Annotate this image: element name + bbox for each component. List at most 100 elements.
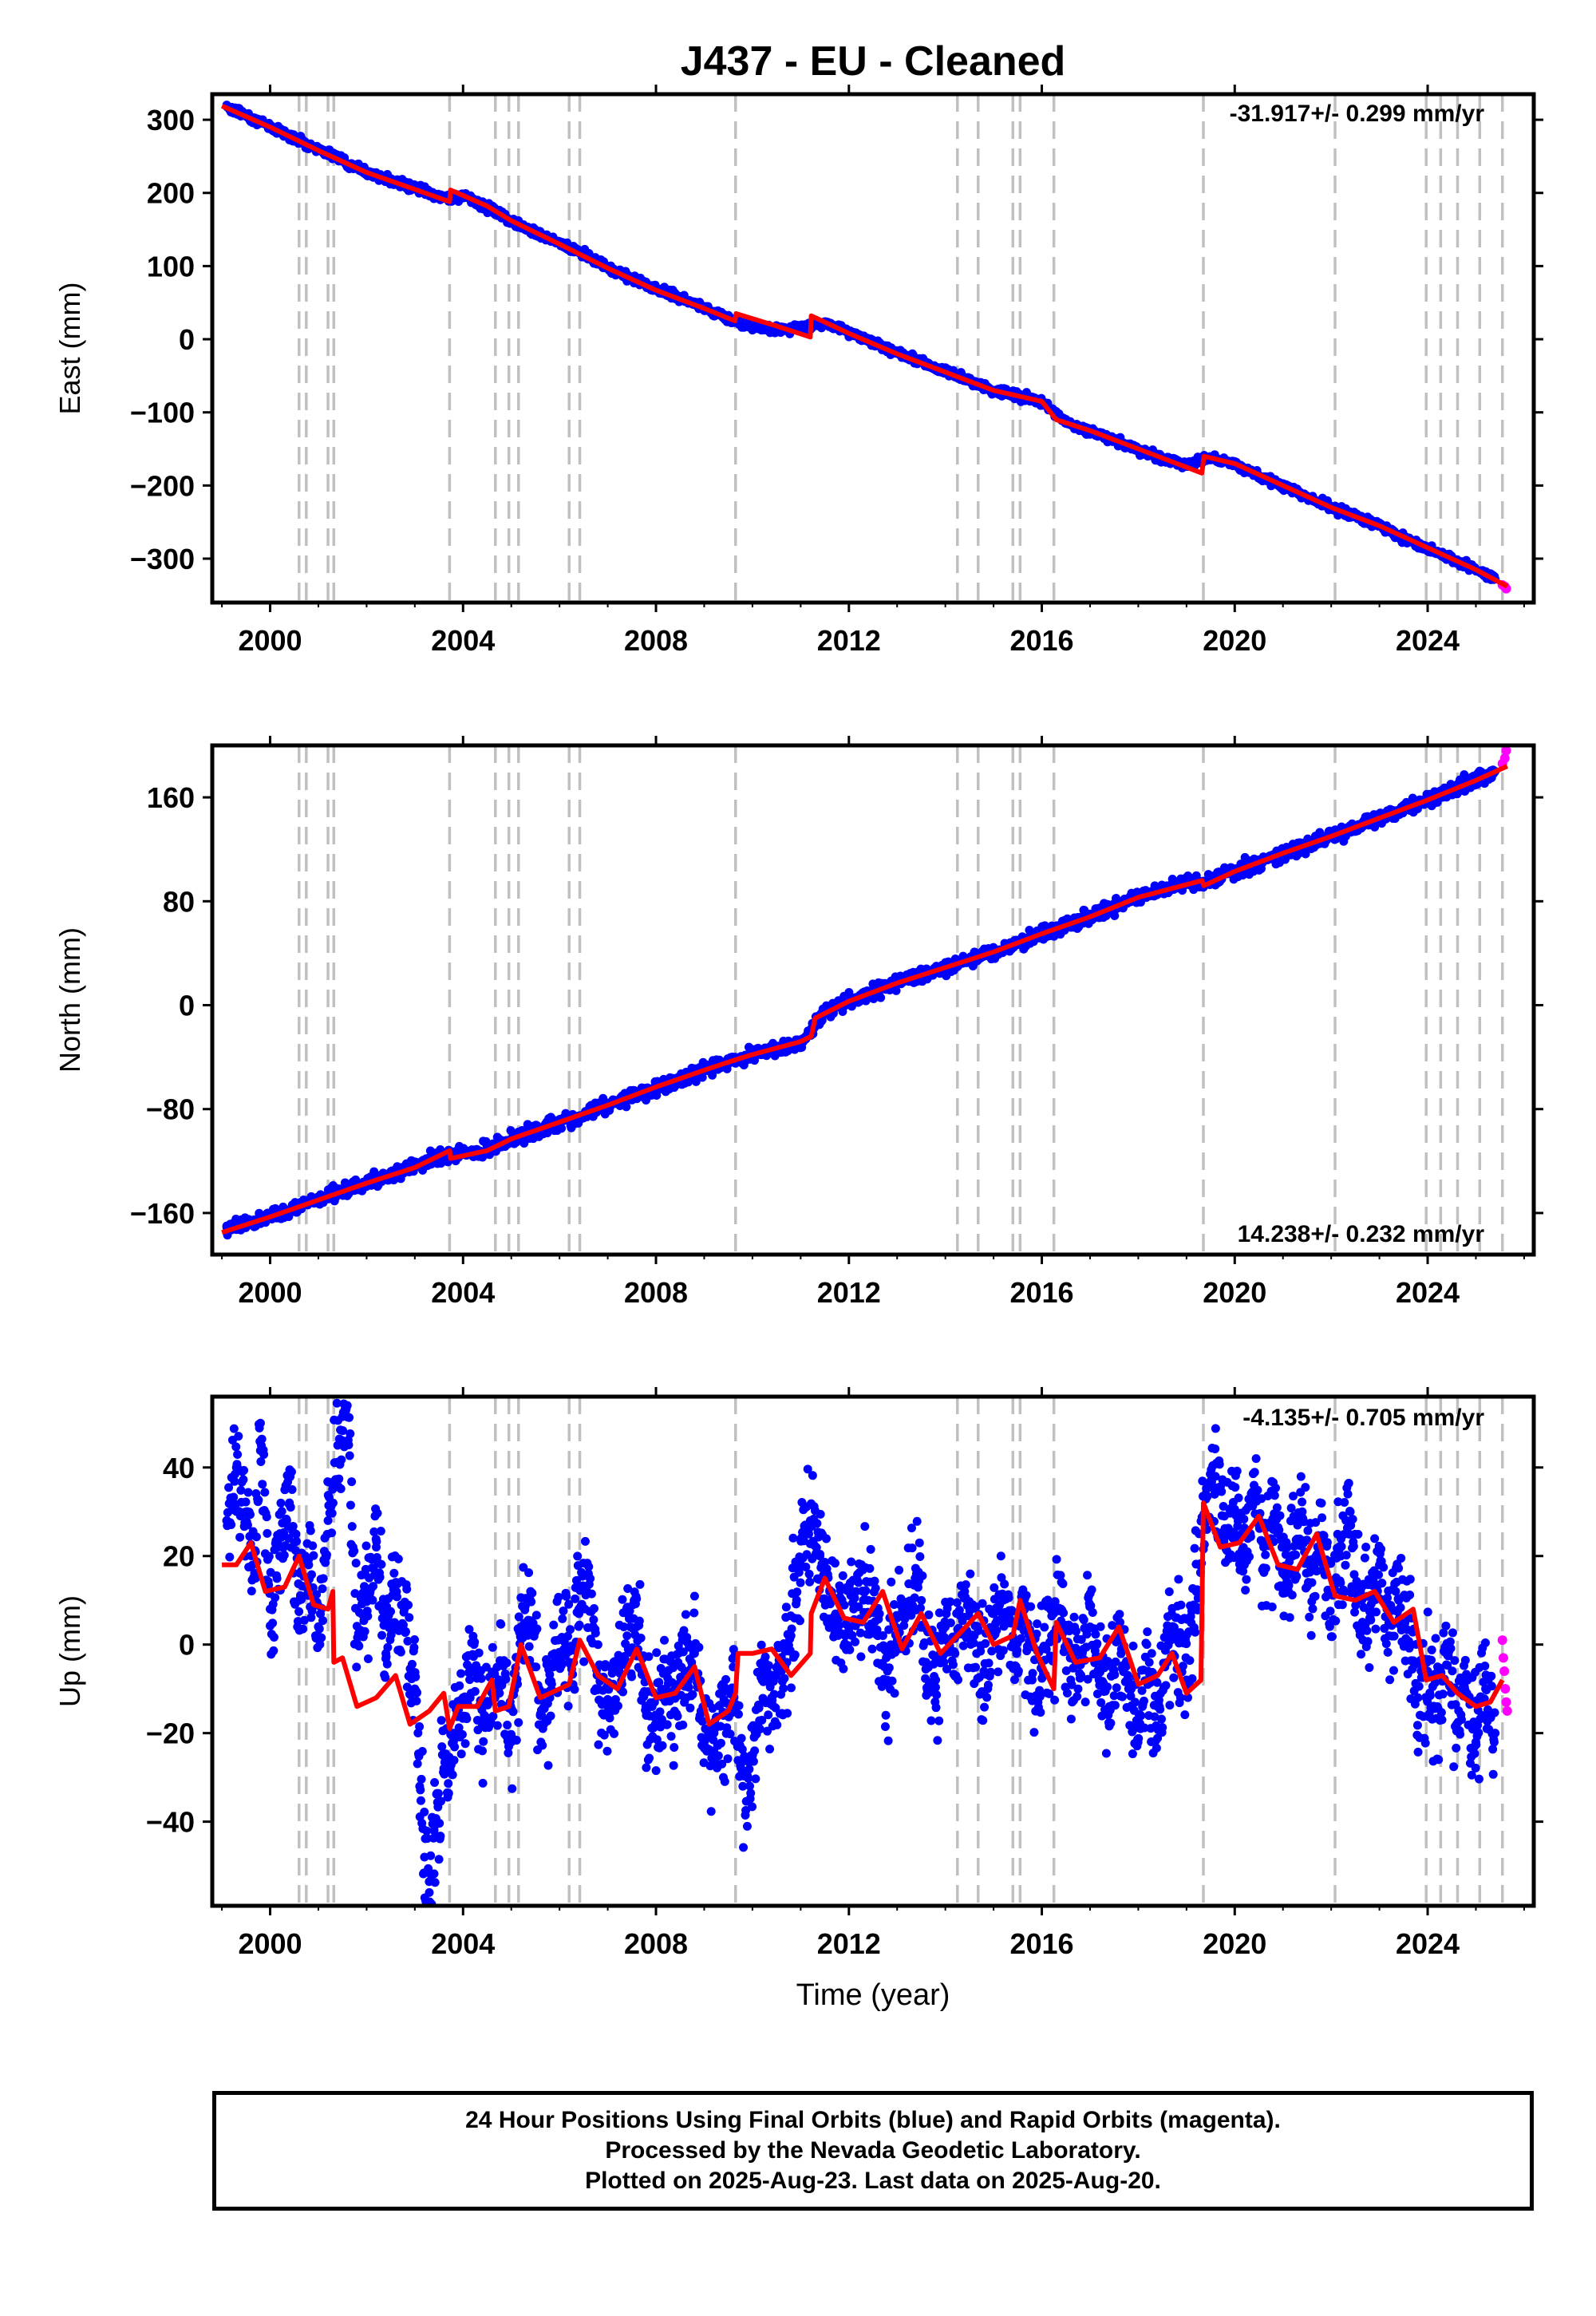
up-final-orbit-point: [473, 1725, 483, 1735]
up-final-orbit-point: [309, 1551, 318, 1560]
north-y-tick-label: 0: [179, 990, 195, 1022]
up-final-orbit-point: [514, 1717, 523, 1727]
up-final-orbit-point: [504, 1748, 513, 1757]
up-final-orbit-point: [377, 1630, 387, 1640]
north-y-tick-label: 160: [147, 781, 195, 814]
up-final-orbit-point: [465, 1675, 475, 1685]
north-x-tick-label: 2020: [1203, 1276, 1266, 1309]
east-plot-frame: [210, 92, 1536, 605]
up-final-orbit-point: [345, 1413, 354, 1422]
up-final-orbit-point: [514, 1612, 523, 1622]
up-final-orbit-point: [589, 1603, 598, 1613]
up-final-orbit-point: [579, 1657, 589, 1666]
up-final-orbit-point: [235, 1532, 245, 1542]
north-x-tick-label: 2024: [1396, 1276, 1460, 1309]
up-final-orbit-point: [454, 1723, 464, 1733]
up-final-orbit-point: [279, 1551, 289, 1560]
up-final-orbit-point: [307, 1607, 317, 1616]
up-final-orbit-point: [396, 1647, 405, 1657]
up-final-orbit-point: [410, 1634, 420, 1644]
up-final-orbit-point: [345, 1451, 354, 1460]
north-model-line: [221, 764, 1509, 1235]
up-final-orbit-point: [618, 1595, 627, 1604]
up-final-orbit-point: [411, 1672, 421, 1682]
up-final-orbit-point: [434, 1855, 444, 1864]
up-final-orbit-point: [524, 1642, 534, 1651]
up-final-orbit-point: [422, 1834, 432, 1844]
up-final-orbit-point: [363, 1654, 373, 1663]
up-final-orbit-point: [660, 1635, 670, 1645]
up-final-orbit-point: [271, 1593, 280, 1603]
up-final-orbit-point: [417, 1747, 427, 1757]
north-final-orbit-point: [708, 1070, 717, 1080]
up-final-orbit-point: [260, 1488, 270, 1497]
up-final-orbit-point: [564, 1599, 574, 1609]
up-final-orbit-point: [279, 1528, 289, 1537]
up-final-orbit-point: [381, 1652, 391, 1662]
up-final-orbit-point: [381, 1673, 390, 1682]
up-final-orbit-point: [373, 1508, 382, 1518]
up-final-orbit-point: [464, 1625, 474, 1634]
up-final-orbit-point: [306, 1526, 315, 1535]
up-final-orbit-point: [239, 1465, 249, 1475]
up-final-orbit-point: [268, 1599, 278, 1609]
up-final-orbit-point: [269, 1646, 279, 1655]
east-y-tick-label: −200: [130, 469, 195, 502]
up-final-orbit-point: [571, 1594, 580, 1603]
up-final-orbit-point: [651, 1766, 661, 1776]
up-final-orbit-point: [618, 1687, 628, 1697]
up-final-orbit-point: [336, 1484, 346, 1494]
up-final-orbit-point: [231, 1442, 241, 1452]
up-final-orbit-point: [652, 1648, 662, 1658]
east-x-tick-label: 2012: [817, 624, 881, 657]
up-final-orbit-point: [323, 1516, 333, 1525]
up-final-orbit-point: [634, 1616, 644, 1626]
up-final-orbit-point: [426, 1851, 436, 1860]
up-final-orbit-point: [417, 1774, 426, 1784]
up-final-orbit-point: [403, 1636, 413, 1646]
up-final-orbit-point: [344, 1441, 354, 1450]
east-rate-label: -31.917+/- 0.299 mm/yr: [1230, 101, 1485, 127]
up-final-orbit-point: [610, 1729, 619, 1738]
up-final-orbit-point: [470, 1638, 480, 1647]
up-final-orbit-point: [538, 1741, 547, 1750]
up-final-orbit-point: [652, 1735, 662, 1745]
up-final-orbit-point: [566, 1625, 575, 1634]
up-final-orbit-point: [502, 1658, 512, 1668]
up-final-orbit-point: [360, 1582, 369, 1591]
up-final-orbit-point: [363, 1611, 373, 1621]
up-final-orbit-point: [239, 1475, 248, 1484]
up-final-orbit-point: [444, 1779, 453, 1788]
up-final-orbit-point: [424, 1907, 433, 1916]
up-final-orbit-point: [429, 1869, 439, 1879]
north-rapid-orbit-point: [1499, 753, 1510, 764]
north-final-orbit-point: [876, 993, 886, 1002]
up-final-orbit-point: [437, 1716, 446, 1725]
up-final-orbit-point: [352, 1662, 361, 1672]
up-final-orbit-point: [407, 1659, 417, 1669]
up-final-orbit-point: [477, 1746, 487, 1756]
up-final-orbit-point: [562, 1591, 571, 1601]
up-final-orbit-point: [420, 1807, 429, 1816]
up-final-orbit-point: [225, 1552, 235, 1562]
up-final-orbit-point: [456, 1749, 466, 1759]
up-final-orbit-point: [334, 1474, 344, 1484]
up-final-orbit-point: [586, 1574, 595, 1583]
up-final-orbit-point: [437, 1742, 447, 1752]
up-final-orbit-point: [738, 1781, 748, 1791]
up-final-orbit-point: [322, 1550, 331, 1559]
up-final-orbit-point: [243, 1520, 252, 1530]
up-final-orbit-point: [369, 1582, 378, 1591]
up-final-orbit-point: [444, 1788, 453, 1798]
up-final-orbit-point: [662, 1720, 672, 1729]
up-final-orbit-point: [527, 1597, 536, 1607]
up-final-orbit-point: [308, 1541, 318, 1551]
up-final-orbit-point: [495, 1689, 504, 1698]
up-final-orbit-point: [593, 1640, 602, 1650]
up-final-orbit-point: [233, 1450, 243, 1460]
up-final-orbit-point: [435, 1819, 444, 1828]
up-final-orbit-point: [291, 1529, 301, 1539]
up-final-orbit-point: [299, 1615, 309, 1625]
up-final-orbit-point: [272, 1574, 282, 1583]
up-final-orbit-point: [413, 1759, 422, 1769]
